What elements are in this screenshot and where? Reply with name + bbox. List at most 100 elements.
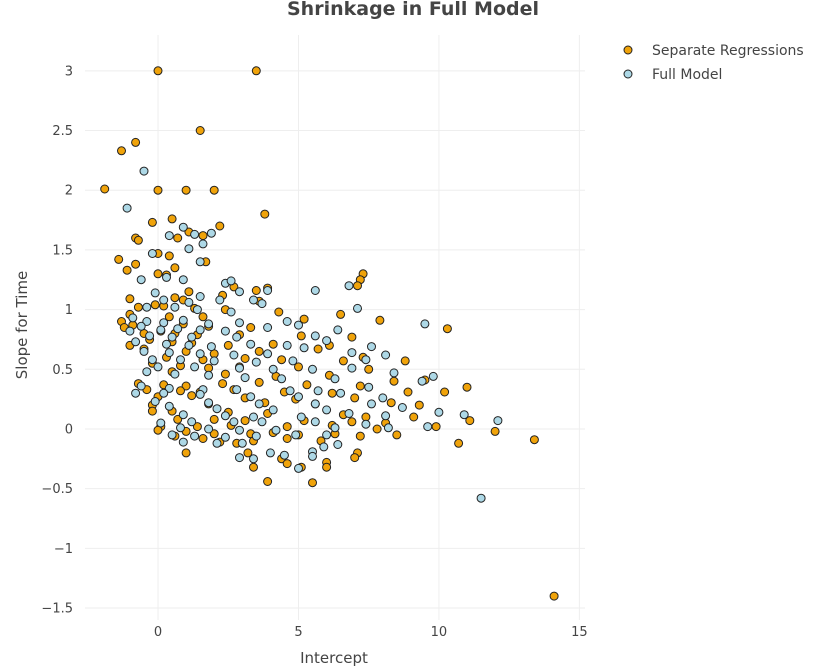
data-point[interactable]: [397, 403, 407, 412]
legend-item[interactable]: Full Model: [623, 67, 722, 83]
data-point[interactable]: [133, 302, 143, 312]
data-point[interactable]: [386, 398, 396, 408]
data-point[interactable]: [431, 422, 441, 432]
data-point[interactable]: [198, 231, 208, 241]
data-point[interactable]: [209, 185, 219, 195]
data-point[interactable]: [220, 326, 230, 336]
data-point[interactable]: [367, 342, 376, 352]
data-point[interactable]: [308, 478, 317, 488]
data-point[interactable]: [184, 297, 194, 307]
data-point[interactable]: [164, 383, 174, 393]
data-point[interactable]: [170, 293, 180, 303]
data-point[interactable]: [131, 388, 141, 398]
data-point[interactable]: [529, 435, 539, 445]
data-point[interactable]: [173, 233, 183, 243]
data-point[interactable]: [336, 309, 346, 319]
data-point[interactable]: [296, 331, 306, 341]
data-point[interactable]: [187, 332, 197, 342]
data-point[interactable]: [294, 320, 303, 330]
data-point[interactable]: [170, 302, 180, 312]
data-point[interactable]: [136, 275, 146, 285]
data-point[interactable]: [190, 431, 200, 441]
data-point[interactable]: [195, 257, 205, 267]
data-point[interactable]: [308, 451, 317, 461]
data-point[interactable]: [195, 389, 205, 399]
data-point[interactable]: [372, 424, 382, 434]
data-point[interactable]: [353, 281, 362, 291]
data-point[interactable]: [347, 332, 357, 342]
data-point[interactable]: [420, 319, 430, 329]
data-point[interactable]: [223, 340, 233, 350]
data-point[interactable]: [162, 272, 171, 282]
data-point[interactable]: [268, 364, 278, 374]
data-point[interactable]: [361, 355, 371, 365]
data-point[interactable]: [271, 425, 281, 435]
data-point[interactable]: [131, 337, 141, 347]
data-point[interactable]: [282, 434, 292, 443]
data-point[interactable]: [232, 385, 242, 395]
data-point[interactable]: [181, 448, 191, 458]
data-point[interactable]: [389, 368, 399, 378]
data-point[interactable]: [131, 259, 141, 269]
data-point[interactable]: [493, 416, 503, 426]
data-point[interactable]: [147, 406, 157, 416]
data-point[interactable]: [150, 288, 160, 298]
data-point[interactable]: [164, 312, 174, 322]
data-point[interactable]: [147, 217, 157, 227]
data-point[interactable]: [209, 414, 219, 424]
data-point[interactable]: [355, 381, 365, 391]
data-point[interactable]: [170, 263, 180, 273]
data-point[interactable]: [204, 398, 214, 408]
data-point[interactable]: [288, 356, 298, 366]
data-point[interactable]: [285, 386, 295, 396]
data-point[interactable]: [150, 300, 160, 310]
data-point[interactable]: [122, 265, 132, 275]
data-point[interactable]: [235, 287, 244, 297]
data-point[interactable]: [190, 229, 200, 239]
data-point[interactable]: [302, 380, 312, 390]
data-point[interactable]: [465, 416, 475, 426]
data-point[interactable]: [139, 346, 149, 356]
data-point[interactable]: [156, 325, 166, 335]
data-point[interactable]: [240, 373, 250, 383]
data-point[interactable]: [167, 214, 177, 224]
data-point[interactable]: [226, 276, 236, 286]
data-point[interactable]: [310, 399, 320, 409]
data-point[interactable]: [333, 440, 343, 449]
data-point[interactable]: [476, 493, 486, 503]
data-point[interactable]: [322, 336, 332, 346]
data-point[interactable]: [263, 349, 273, 359]
data-point[interactable]: [409, 412, 419, 422]
data-point[interactable]: [164, 401, 174, 411]
data-point[interactable]: [347, 348, 357, 358]
data-point[interactable]: [381, 350, 391, 360]
data-point[interactable]: [220, 411, 230, 421]
data-point[interactable]: [192, 422, 202, 432]
data-point[interactable]: [187, 391, 197, 401]
data-point[interactable]: [268, 405, 278, 415]
data-point[interactable]: [192, 305, 202, 315]
data-point[interactable]: [162, 339, 171, 349]
data-point[interactable]: [282, 340, 292, 350]
legend-item[interactable]: Separate Regressions: [623, 43, 804, 59]
data-point[interactable]: [235, 363, 244, 373]
data-point[interactable]: [322, 405, 332, 415]
data-point[interactable]: [353, 303, 362, 313]
data-point[interactable]: [195, 325, 205, 335]
data-point[interactable]: [153, 185, 163, 195]
data-point[interactable]: [347, 363, 357, 373]
data-point[interactable]: [257, 417, 267, 427]
data-point[interactable]: [355, 431, 365, 441]
data-point[interactable]: [310, 286, 320, 295]
data-point[interactable]: [167, 430, 177, 440]
data-point[interactable]: [249, 412, 258, 422]
data-point[interactable]: [181, 381, 191, 391]
data-point[interactable]: [190, 362, 200, 372]
data-point[interactable]: [173, 324, 183, 334]
data-point[interactable]: [204, 319, 214, 329]
data-point[interactable]: [159, 388, 169, 398]
data-point[interactable]: [378, 393, 388, 403]
data-point[interactable]: [361, 419, 371, 429]
data-point[interactable]: [367, 399, 376, 409]
data-point[interactable]: [274, 307, 284, 317]
